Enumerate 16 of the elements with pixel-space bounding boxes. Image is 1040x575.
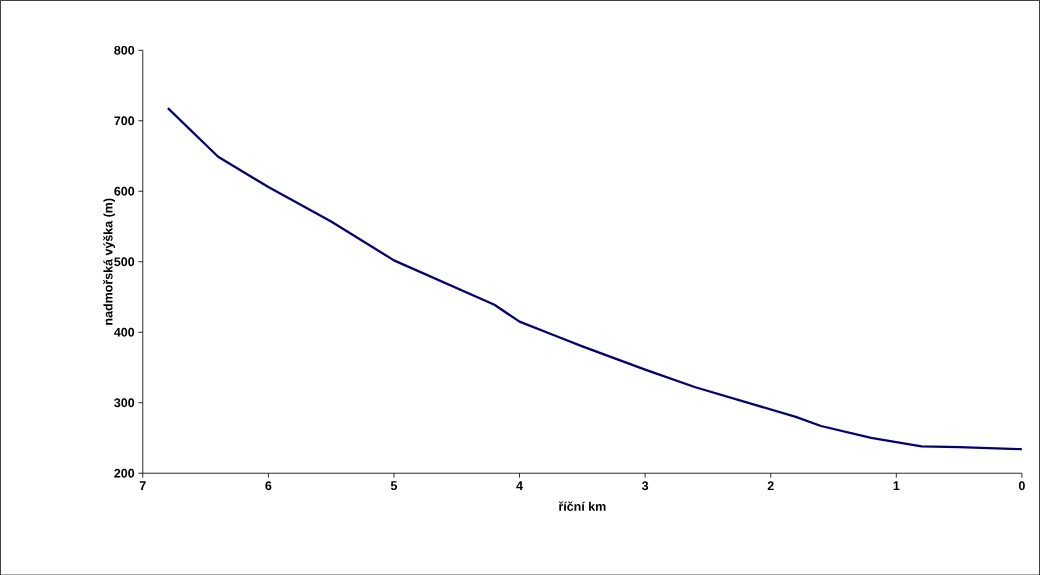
y-tick-label: 400 bbox=[114, 327, 135, 337]
x-tick-label: 4 bbox=[516, 481, 523, 490]
y-tick-label: 500 bbox=[114, 257, 135, 266]
y-tick-label: 300 bbox=[114, 398, 135, 407]
y-tick-label: 700 bbox=[114, 116, 135, 125]
x-axis-title: říční km bbox=[558, 501, 606, 511]
x-tick-label: 5 bbox=[390, 481, 398, 490]
x-tick-label: 1 bbox=[893, 481, 900, 490]
x-tick-label: 6 bbox=[265, 481, 272, 490]
y-tick-label: 800 bbox=[114, 45, 135, 55]
x-tick-label: 2 bbox=[767, 481, 774, 490]
x-tick-label: 0 bbox=[1018, 481, 1025, 490]
x-tick-label: 3 bbox=[641, 481, 649, 490]
x-tick-label: 7 bbox=[139, 481, 146, 490]
y-tick-label: 200 bbox=[114, 468, 135, 478]
y-tick-label: 600 bbox=[114, 186, 135, 196]
